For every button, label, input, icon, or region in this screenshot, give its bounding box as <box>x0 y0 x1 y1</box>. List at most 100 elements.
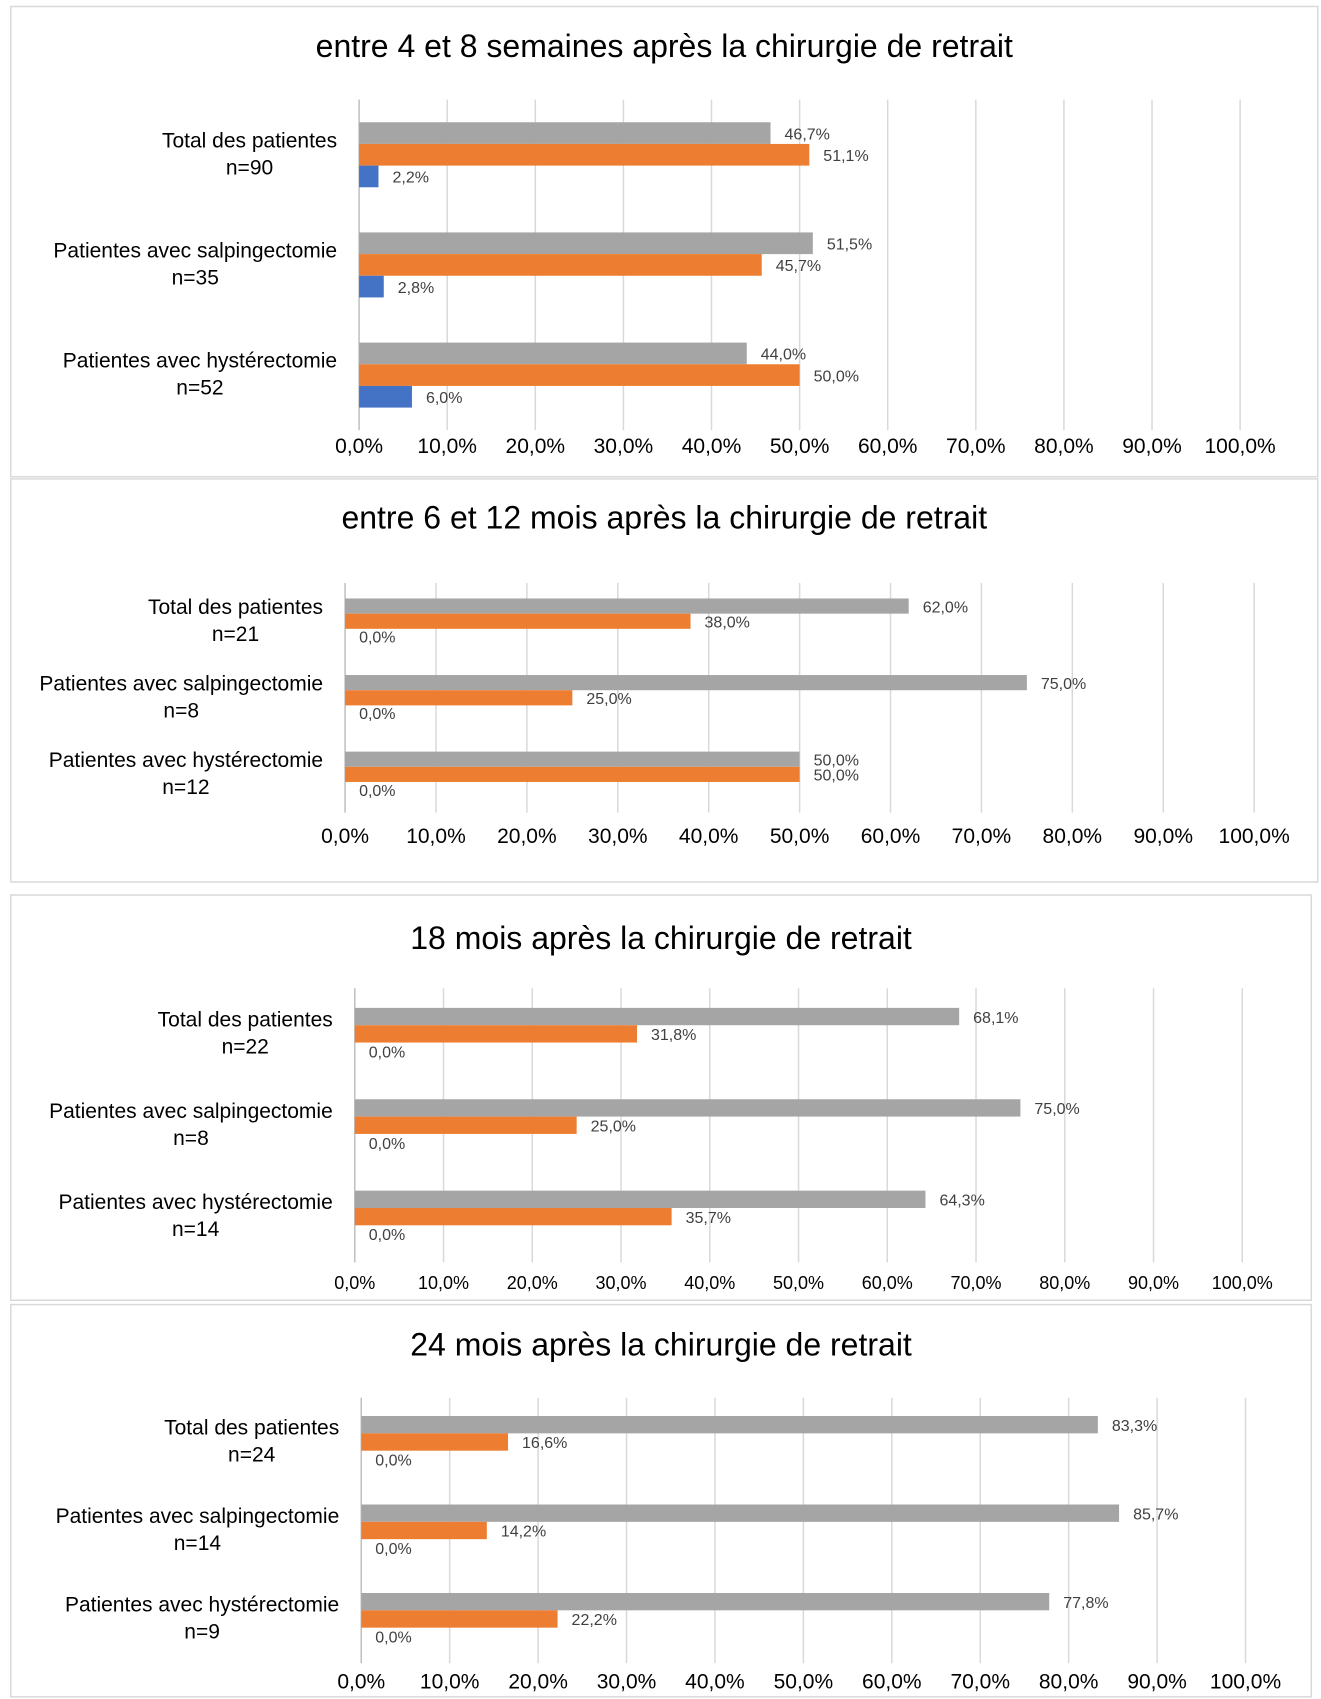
value-label: 0,0% <box>375 1630 411 1647</box>
bar <box>354 1007 960 1026</box>
bar <box>359 275 384 298</box>
x-tick-label: 10,0% <box>417 435 477 458</box>
x-tick-label: 10,0% <box>420 1670 480 1693</box>
value-label: 75,0% <box>1041 676 1086 693</box>
category-label: n=52 <box>176 377 223 400</box>
value-label: 14,2% <box>501 1524 546 1541</box>
bar <box>359 143 810 166</box>
x-tick-label: 20,0% <box>497 825 557 848</box>
value-label: 64,3% <box>939 1193 984 1210</box>
category-label: Patientes avec salpingectomie <box>49 1100 333 1123</box>
panel-border <box>10 478 1319 883</box>
bar <box>359 364 800 386</box>
value-label: 68,1% <box>973 1010 1018 1027</box>
value-label: 31,8% <box>651 1027 696 1044</box>
value-label: 0,0% <box>359 706 395 723</box>
x-tick-label: 60,0% <box>862 1670 922 1693</box>
x-tick-label: 0,0% <box>335 435 383 458</box>
x-tick-label: 90,0% <box>1127 1670 1187 1693</box>
value-label: 44,0% <box>761 347 806 364</box>
category-label: n=14 <box>172 1218 220 1241</box>
bar <box>354 1207 672 1226</box>
value-label: 6,0% <box>426 390 462 407</box>
x-tick-label: 20,0% <box>507 1273 558 1293</box>
category-label: n=8 <box>173 1127 209 1150</box>
bar <box>359 232 813 255</box>
bar <box>359 385 412 408</box>
x-tick-label: 20,0% <box>508 1670 568 1693</box>
chart-title: entre 6 et 12 mois après la chirurgie de… <box>341 500 987 536</box>
chart-panel: 18 mois après la chirurgie de retrait 0,0… <box>10 894 1313 1302</box>
value-label: 50,0% <box>814 368 859 385</box>
x-tick-label: 0,0% <box>337 1670 385 1693</box>
category-label: Total des patientes <box>158 1008 333 1031</box>
value-label: 46,7% <box>785 126 830 143</box>
bar <box>345 598 909 614</box>
x-tick-label: 70,0% <box>950 1670 1010 1693</box>
x-tick-label: 20,0% <box>506 435 566 458</box>
bar <box>359 165 379 188</box>
x-tick-label: 90,0% <box>1133 825 1193 848</box>
value-label: 2,2% <box>392 170 428 187</box>
panel-border <box>10 1303 1313 1698</box>
category-label: n=8 <box>163 699 199 722</box>
value-label: 35,7% <box>686 1210 731 1227</box>
bar <box>354 1025 638 1043</box>
category-label: n=90 <box>226 156 273 179</box>
bar <box>354 1099 1021 1117</box>
x-tick-label: 40,0% <box>685 1670 745 1693</box>
bar <box>361 1592 1050 1611</box>
category-label: Total des patientes <box>148 596 323 619</box>
value-label: 0,0% <box>359 630 395 647</box>
x-tick-label: 50,0% <box>770 825 830 848</box>
bar <box>361 1521 487 1540</box>
x-tick-label: 40,0% <box>684 1273 735 1293</box>
x-tick-label: 10,0% <box>406 825 466 848</box>
value-label: 16,6% <box>522 1435 567 1452</box>
x-tick-label: 100,0% <box>1210 1670 1281 1693</box>
x-tick-label: 60,0% <box>858 435 918 458</box>
category-label: n=12 <box>162 776 209 799</box>
x-tick-label: 50,0% <box>773 1273 824 1293</box>
bar <box>361 1504 1120 1522</box>
x-tick-label: 90,0% <box>1122 435 1182 458</box>
value-label: 0,0% <box>359 783 395 800</box>
bar <box>359 342 747 365</box>
x-tick-label: 30,0% <box>594 435 654 458</box>
panel-border <box>10 5 1319 478</box>
value-label: 50,0% <box>814 768 859 785</box>
bar <box>354 1190 926 1208</box>
bar <box>354 1116 577 1134</box>
value-label: 50,0% <box>814 752 859 769</box>
x-tick-label: 10,0% <box>418 1273 469 1293</box>
value-label: 62,0% <box>923 599 968 616</box>
x-tick-label: 70,0% <box>951 1273 1002 1293</box>
x-tick-label: 30,0% <box>597 1670 657 1693</box>
category-label: n=14 <box>174 1532 222 1555</box>
x-tick-label: 100,0% <box>1205 435 1276 458</box>
bar <box>345 766 800 782</box>
value-label: 0,0% <box>369 1227 405 1244</box>
value-label: 22,2% <box>572 1612 617 1629</box>
x-tick-label: 30,0% <box>596 1273 647 1293</box>
value-label: 38,0% <box>705 614 750 631</box>
value-label: 85,7% <box>1133 1506 1178 1523</box>
value-label: 0,0% <box>375 1453 411 1470</box>
category-label: n=24 <box>228 1444 276 1467</box>
value-label: 25,0% <box>591 1118 636 1135</box>
category-label: n=22 <box>222 1035 269 1058</box>
bar <box>361 1433 509 1451</box>
value-label: 83,3% <box>1112 1418 1157 1435</box>
chart-panel: entre 4 et 8 semaines après la chirurgie… <box>10 5 1319 478</box>
x-tick-label: 80,0% <box>1039 1273 1090 1293</box>
x-tick-label: 50,0% <box>770 435 830 458</box>
category-label: n=21 <box>212 623 259 646</box>
x-tick-label: 60,0% <box>862 1273 913 1293</box>
chart-title: 18 mois après la chirurgie de retrait <box>410 920 912 956</box>
bar <box>361 1610 558 1628</box>
category-label: n=35 <box>172 266 219 289</box>
value-label: 0,0% <box>369 1044 405 1061</box>
x-tick-label: 60,0% <box>861 825 921 848</box>
x-tick-label: 70,0% <box>946 435 1006 458</box>
